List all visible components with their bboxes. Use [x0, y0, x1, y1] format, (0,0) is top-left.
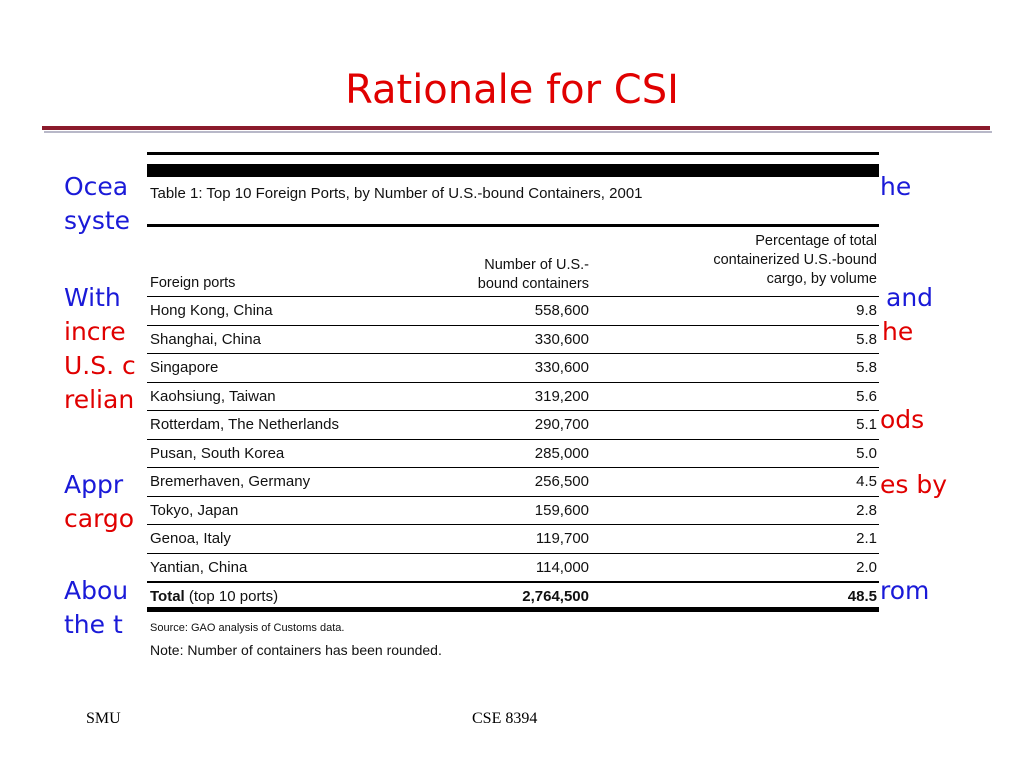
footer-course: CSE 8394 [472, 710, 538, 727]
total-cargo-percentage: 48.5 [847, 588, 877, 605]
port-name: Bremerhaven, Germany [150, 473, 311, 490]
bullet-2-line-3: U.S. c [64, 351, 136, 380]
total-label-rest: (top 10 ports) [184, 588, 279, 605]
container-count: 558,600 [534, 302, 589, 319]
container-count: 330,600 [534, 330, 589, 348]
table-note: Note: Number of containers has been roun… [150, 642, 442, 658]
table-title-bar-rule [147, 164, 879, 177]
cargo-percentage: 5.8 [856, 330, 877, 348]
bullet-3: Appr cargo [64, 468, 134, 536]
table-bottom-rule [147, 607, 879, 612]
column-header-containers: Number of U.S.- bound containers [478, 256, 589, 294]
column-header-percentage-line-2: containerized U.S.-bound [713, 252, 877, 268]
title-divider [42, 126, 990, 130]
table-row: Bremerhaven, Germany 256,500 4.5 [147, 467, 879, 496]
table-body: Hong Kong, China 558,600 9.8 Shanghai, Chi… [147, 296, 879, 611]
table-row: Genoa, Italy 119,700 2.1 [147, 524, 879, 553]
cargo-percentage: 5.0 [856, 444, 877, 462]
cargo-percentage: 2.0 [856, 558, 877, 576]
container-count: 330,600 [534, 359, 589, 376]
container-count: 114,000 [535, 558, 589, 576]
bullet-3-line-2: cargo [64, 504, 135, 533]
table-row: Shanghai, China 330,600 5.8 [147, 324, 879, 354]
port-name: Shanghai, China [150, 330, 261, 348]
bullet-4: Abou the t [64, 574, 128, 642]
container-count: 256,500 [534, 473, 589, 490]
bullet-3-line-1-tail: es by [880, 470, 948, 499]
bullet-2-line-1: With [64, 283, 121, 312]
column-header-percentage: Percentage of total containerized U.S.-b… [713, 232, 877, 289]
table-row: Singapore 330,600 5.8 [147, 353, 879, 382]
ports-table: Table 1: Top 10 Foreign Ports, by Number… [147, 152, 879, 665]
bullet-1-line-1-tail: he [880, 172, 912, 201]
total-label-bold: Total [150, 588, 185, 605]
container-count: 319,200 [534, 387, 589, 405]
cargo-percentage: 5.1 [856, 416, 877, 433]
bullet-4-line-1-tail: rom [880, 576, 930, 605]
bullet-4-line-2: the t [64, 610, 123, 639]
bullet-3-line-1: Appr [64, 470, 124, 499]
column-header-percentage-line-1: Percentage of total [755, 233, 877, 249]
table-row: Yantian, China 114,000 2.0 [147, 552, 879, 582]
cargo-percentage: 5.8 [856, 359, 877, 376]
port-name: Genoa, Italy [150, 530, 231, 547]
bullet-2-line-4: relian [64, 385, 135, 414]
port-name: Tokyo, Japan [150, 501, 239, 519]
bullet-2-line-2: incre [64, 317, 126, 346]
table-row: Pusan, South Korea 285,000 5.0 [147, 438, 879, 468]
cargo-percentage: 9.8 [856, 302, 877, 319]
port-name: Yantian, China [150, 558, 248, 576]
bullet-1-line-2: syste [64, 206, 131, 235]
container-count: 285,000 [534, 444, 589, 462]
column-header-percentage-line-3: cargo, by volume [766, 271, 877, 287]
table-title: Table 1: Top 10 Foreign Ports, by Number… [150, 185, 643, 202]
port-name: Hong Kong, China [150, 302, 273, 319]
table-top-rule [147, 152, 879, 155]
title-divider-shadow [44, 131, 992, 133]
table-row: Hong Kong, China 558,600 9.8 [147, 296, 879, 325]
bullet-2: With incre U.S. c relian [64, 281, 136, 417]
bullet-2-line-2-tail: he [882, 317, 914, 346]
cargo-percentage: 4.5 [856, 473, 877, 490]
total-container-count: 2,764,500 [522, 588, 589, 605]
bullet-1-line-1: Ocea [64, 172, 129, 201]
table-row: Kaohsiung, Taiwan 319,200 5.6 [147, 381, 879, 411]
table-total-row: Total (top 10 ports) 2,764,500 48.5 [147, 581, 879, 611]
table-row: Tokyo, Japan 159,600 2.8 [147, 495, 879, 525]
cargo-percentage: 2.8 [856, 501, 877, 519]
table-row: Rotterdam, The Netherlands 290,700 5.1 [147, 410, 879, 439]
table-source: Source: GAO analysis of Customs data. [150, 622, 345, 634]
bullet-2-line-1-tail: and [886, 283, 934, 312]
port-name: Kaohsiung, Taiwan [150, 387, 276, 405]
port-name: Rotterdam, The Netherlands [150, 416, 339, 433]
bullet-4-line-1: Abou [64, 576, 129, 605]
cargo-percentage: 5.6 [856, 387, 877, 405]
slide-title: Rationale for CSI [345, 67, 679, 113]
table-title-rule [147, 224, 879, 227]
total-label: Total (top 10 ports) [150, 588, 278, 605]
container-count: 119,700 [535, 530, 589, 547]
column-header-containers-line-2: bound containers [477, 276, 589, 292]
port-name: Pusan, South Korea [150, 444, 285, 462]
container-count: 159,600 [534, 501, 589, 519]
container-count: 290,700 [534, 416, 589, 433]
column-header-containers-line-1: Number of U.S.- [484, 257, 589, 273]
bullet-1: Ocea syste [64, 170, 130, 238]
port-name: Singapore [150, 359, 219, 376]
bullet-2-line-4-tail: ods [880, 405, 925, 434]
footer-organization: SMU [86, 710, 121, 727]
cargo-percentage: 2.1 [856, 530, 877, 547]
column-header-ports: Foreign ports [150, 275, 236, 291]
